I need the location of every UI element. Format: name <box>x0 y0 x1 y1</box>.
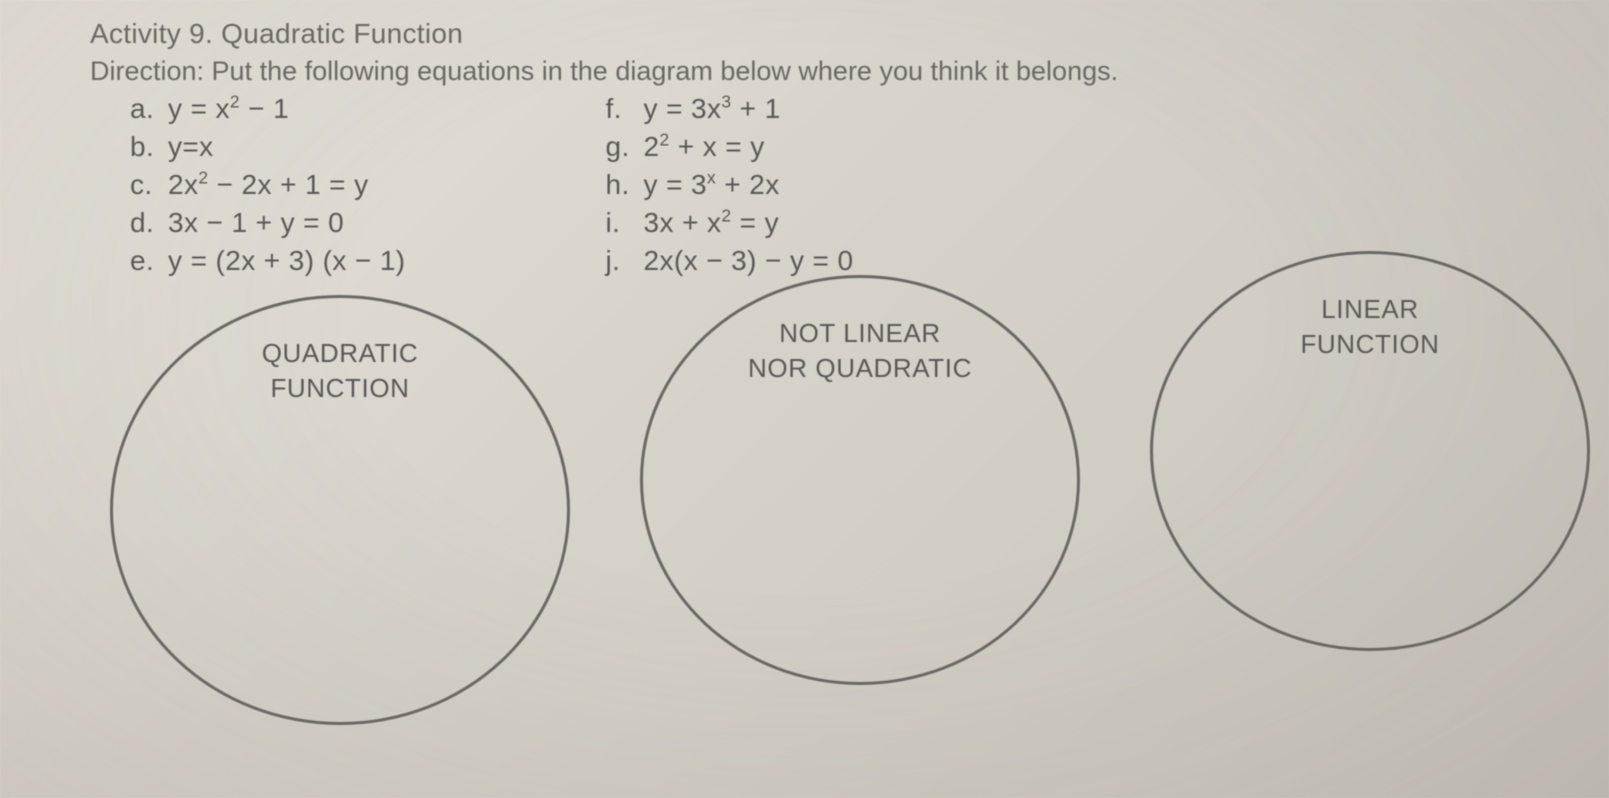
equation-label: d. <box>130 207 168 239</box>
equation-body: y = 3x + 2x <box>644 169 780 200</box>
circle-label-line: NOR QUADRATIC <box>748 353 972 383</box>
circle-not-linear-nor-quadratic: NOT LINEAR NOR QUADRATIC <box>640 275 1080 685</box>
circle-label-line: FUNCTION <box>270 373 409 403</box>
activity-title: Activity 9. Quadratic Function <box>90 18 1569 50</box>
equation-body: 2x2 − 2x + 1 = y <box>168 169 369 200</box>
equation-label: h. <box>606 169 644 201</box>
equation-body: 2x(x − 3) − y = 0 <box>644 245 854 276</box>
equation-label: g. <box>606 131 644 163</box>
equation-label: e. <box>130 245 168 277</box>
equation-body: y = 3x3 + 1 <box>644 93 781 124</box>
equation-item: h.y = 3x + 2x <box>606 169 854 201</box>
equation-item: b.y=x <box>130 131 406 163</box>
equation-item: j.2x(x − 3) − y = 0 <box>606 245 854 277</box>
direction-text: Direction: Put the following equations i… <box>90 56 1569 87</box>
equation-item: g.22 + x = y <box>606 131 854 163</box>
equation-item: i.3x + x2 = y <box>606 207 854 239</box>
equation-label: j. <box>606 245 644 277</box>
equation-item: f.y = 3x3 + 1 <box>606 93 854 125</box>
equation-item: d.3x − 1 + y = 0 <box>130 207 406 239</box>
equation-body: 3x − 1 + y = 0 <box>168 207 344 238</box>
equation-body: y = x2 − 1 <box>168 93 289 124</box>
equations-left-column: a.y = x2 − 1b.y=xc.2x2 − 2x + 1 = yd.3x … <box>130 91 406 283</box>
equation-item: a.y = x2 − 1 <box>130 93 406 125</box>
equation-label: b. <box>130 131 168 163</box>
circle-quadratic-function: QUADRATIC FUNCTION <box>110 295 570 725</box>
equation-body: y=x <box>168 131 214 162</box>
circle-label-line: FUNCTION <box>1300 329 1439 359</box>
equation-label: c. <box>130 169 168 201</box>
equation-item: c.2x2 − 2x + 1 = y <box>130 169 406 201</box>
equation-body: 3x + x2 = y <box>644 207 779 238</box>
equation-body: y = (2x + 3) (x − 1) <box>168 245 406 276</box>
circle-label-line: NOT LINEAR <box>779 318 941 348</box>
diagram-circles: QUADRATIC FUNCTION NOT LINEAR NOR QUADRA… <box>90 275 1569 735</box>
equation-label: a. <box>130 93 168 125</box>
circle-label-line: QUADRATIC <box>262 338 419 368</box>
equation-item: e.y = (2x + 3) (x − 1) <box>130 245 406 277</box>
equation-label: i. <box>606 207 644 239</box>
circle-linear-function: LINEAR FUNCTION <box>1150 251 1590 651</box>
equations-right-column: f.y = 3x3 + 1g.22 + x = yh.y = 3x + 2xi.… <box>606 91 854 283</box>
equation-label: f. <box>606 93 644 125</box>
worksheet-page: Activity 9. Quadratic Function Direction… <box>0 0 1609 735</box>
circle-label-line: LINEAR <box>1321 294 1419 324</box>
equation-body: 22 + x = y <box>644 131 765 162</box>
